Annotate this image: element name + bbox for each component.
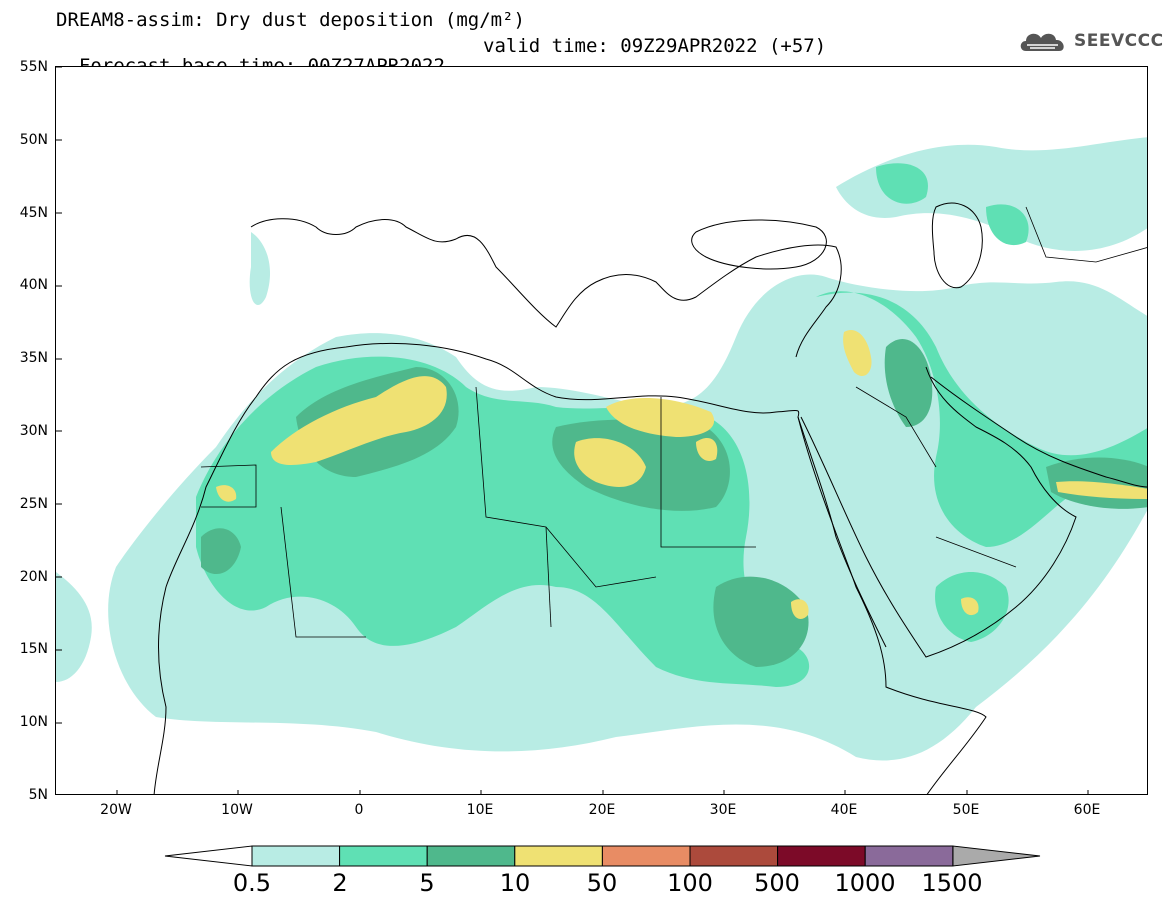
border-line [200, 464, 257, 508]
lon-label: 40E [830, 802, 858, 818]
colorbar-box [777, 845, 866, 867]
valid-time-text: valid time: 09Z29APR2022 (+57) [483, 35, 827, 57]
colorbar-under-arrow [164, 845, 253, 867]
dust-contour-high [574, 438, 646, 487]
colorbar-box [601, 845, 691, 867]
border-line [935, 536, 1017, 568]
lat-label: 5N [28, 787, 48, 803]
africa-coastline [153, 342, 987, 794]
dust-contour-high [271, 376, 447, 465]
lon-label: 60E [1073, 802, 1101, 818]
lat-label: 55N [19, 59, 48, 75]
dust-contour-high [843, 329, 872, 377]
colorbar-label: 5 [419, 869, 435, 897]
lat-label: 45N [19, 205, 48, 221]
tick-marks [56, 67, 1089, 794]
lat-label: 15N [19, 641, 48, 657]
colorbar-label: 10 [499, 869, 531, 897]
map-panel [55, 66, 1148, 795]
lon-label: 10W [221, 802, 253, 818]
colorbar-label: 1000 [834, 869, 896, 897]
lat-label: 35N [19, 350, 48, 366]
lon-label: 50E [952, 802, 980, 818]
dust-contour-dark [884, 338, 933, 427]
colorbar-label: 1500 [921, 869, 983, 897]
dust-contour-light [249, 232, 271, 306]
border-line [545, 526, 552, 628]
border-line [855, 386, 937, 468]
lon-label: 0 [354, 802, 364, 818]
logo-text: SEEVCCC [1074, 31, 1164, 51]
dust-map [56, 67, 1147, 794]
caspian-sea [931, 202, 983, 289]
lat-label: 30N [19, 423, 48, 439]
dust-contour-high [696, 438, 718, 462]
colorbar-box [864, 845, 954, 867]
colorbar-boxes [251, 845, 954, 867]
lat-label: 25N [19, 496, 48, 512]
colorbar-box [689, 845, 779, 867]
dust-contour-dark [713, 576, 809, 667]
persian-gulf-coast [930, 376, 1147, 488]
lat-label: 20N [19, 569, 48, 585]
dust-contour-high [606, 397, 715, 437]
lon-label: 30E [709, 802, 737, 818]
dust-contour-high [961, 597, 979, 616]
colorbar-label: 50 [586, 869, 618, 897]
arabia-coastline [800, 366, 1077, 658]
lon-label: 20E [588, 802, 616, 818]
cloud-icon [1020, 33, 1064, 51]
colorbar-label: 0.5 [232, 869, 272, 897]
coastlines [153, 202, 1147, 794]
colorbar-over-arrow [952, 845, 1041, 867]
seevccc-logo: SEEVCCC [1018, 28, 1164, 54]
lon-label: 10E [466, 802, 494, 818]
dust-contour-high [216, 485, 237, 502]
dust-contour-high [1056, 481, 1147, 499]
colorbar-label: 2 [332, 869, 348, 897]
border-line [660, 397, 756, 548]
border-line [1025, 206, 1147, 263]
colorbar-box [426, 845, 516, 867]
map-title: DREAM8-assim: Dry dust deposition (mg/m²… [56, 9, 525, 31]
dust-contour-high [791, 599, 809, 619]
colorbar-box [339, 845, 428, 867]
colorbar-box [514, 845, 603, 867]
black-sea [691, 219, 827, 270]
dust-contour-light [56, 572, 92, 682]
colorbar [164, 845, 1041, 867]
dust-contour-medium [876, 163, 928, 204]
border-line [280, 506, 366, 638]
lat-label: 10N [19, 714, 48, 730]
dust-contour-medium [986, 204, 1029, 246]
lat-label: 40N [19, 277, 48, 293]
lon-label: 20W [100, 802, 132, 818]
colorbar-label: 100 [667, 869, 713, 897]
colorbar-box [251, 845, 341, 867]
red-sea-west-coast [797, 416, 887, 648]
colorbar-label: 500 [754, 869, 800, 897]
lat-label: 50N [19, 132, 48, 148]
dust-layer [56, 137, 1147, 761]
dust-contour-light [836, 137, 1147, 251]
country-borders [200, 206, 1147, 638]
europe-coastline [250, 218, 842, 358]
dust-contour-dark [201, 528, 241, 575]
